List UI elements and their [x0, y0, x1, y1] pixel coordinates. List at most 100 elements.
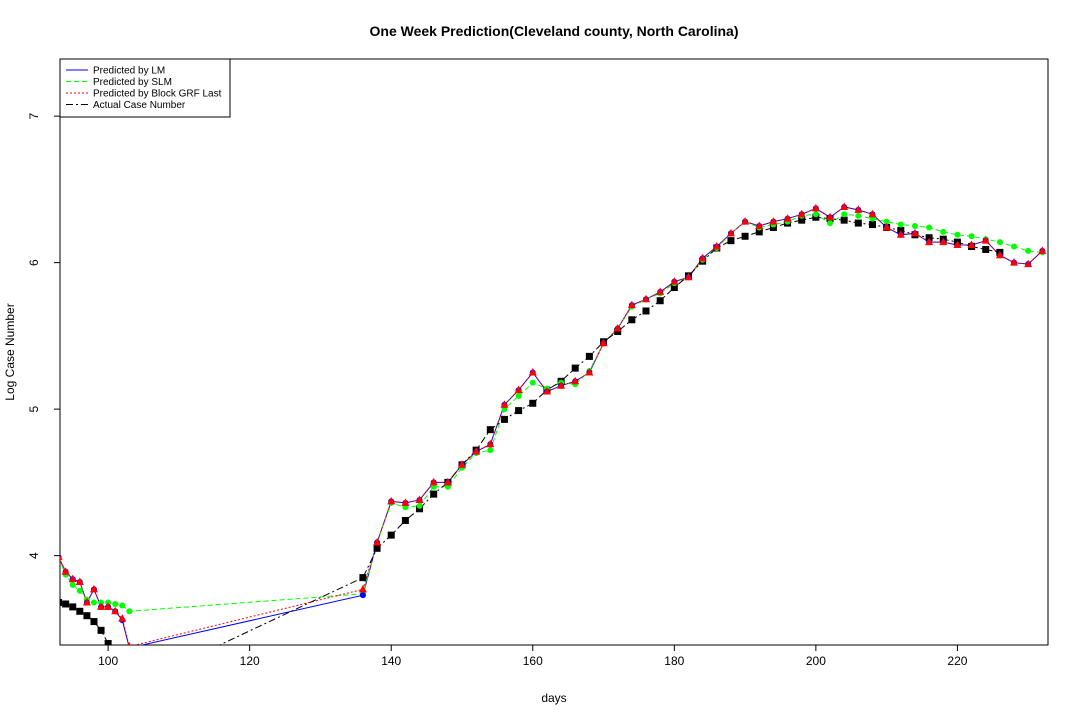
point-marker: [954, 231, 961, 238]
point-marker: [854, 205, 863, 213]
point-marker: [89, 584, 98, 593]
point-marker: [126, 608, 133, 615]
point-marker: [359, 592, 366, 599]
point-marker: [868, 221, 876, 229]
point-marker: [60, 599, 63, 607]
point-marker: [401, 516, 409, 524]
point-marker: [61, 567, 70, 575]
point-marker: [996, 239, 1003, 246]
point-marker: [995, 250, 1004, 259]
point-marker: [670, 277, 679, 285]
point-marker: [967, 240, 976, 249]
legend-label: Predicted by LM: [93, 66, 165, 77]
point-marker: [104, 640, 112, 645]
legend-label: Predicted by Block GRF Last: [93, 89, 222, 100]
point-marker: [1025, 247, 1032, 254]
point-marker: [472, 447, 481, 455]
point-marker: [528, 368, 537, 376]
point-marker: [529, 399, 537, 407]
point-marker: [854, 219, 862, 227]
point-marker: [855, 212, 862, 219]
point-marker: [982, 245, 990, 253]
point-marker: [882, 222, 891, 231]
point-marker: [82, 598, 91, 606]
legend-label: Predicted by SLM: [93, 77, 172, 88]
x-tick-label: 140: [381, 654, 401, 668]
point-marker: [69, 581, 76, 588]
point-marker: [373, 537, 382, 546]
point-marker: [811, 203, 820, 212]
legend-label: Actual Case Number: [93, 100, 186, 111]
point-marker: [76, 607, 84, 615]
point-marker: [83, 612, 91, 620]
point-marker: [416, 502, 423, 509]
point-marker: [599, 338, 608, 347]
point-marker: [90, 618, 98, 626]
y-tick-label: 4: [27, 552, 41, 559]
point-marker: [656, 287, 665, 295]
point-marker: [968, 233, 975, 240]
point-marker: [457, 460, 466, 468]
point-marker: [387, 496, 396, 505]
y-tick-label: 7: [27, 112, 41, 119]
point-marker: [897, 221, 904, 228]
point-marker: [841, 211, 848, 218]
point-marker: [571, 364, 579, 372]
point-marker: [712, 242, 721, 250]
point-marker: [359, 574, 367, 582]
x-axis-label: days: [541, 691, 566, 705]
point-marker: [939, 237, 948, 246]
point-marker: [68, 574, 77, 583]
point-marker: [69, 603, 77, 611]
point-marker: [542, 387, 551, 395]
point-marker: [127, 641, 131, 645]
point-marker: [90, 599, 97, 606]
point-marker: [656, 297, 664, 305]
point-marker: [486, 426, 494, 434]
plot-area: [60, 202, 1047, 645]
legend-box: [59, 58, 231, 118]
y-tick-label: 6: [27, 259, 41, 266]
point-marker: [798, 216, 806, 224]
point-marker: [926, 224, 933, 231]
point-marker: [840, 202, 849, 210]
point-marker: [883, 218, 890, 225]
point-marker: [925, 237, 934, 246]
point-marker: [826, 212, 835, 221]
point-marker: [118, 614, 127, 622]
point-marker: [812, 211, 819, 218]
y-tick-label: 5: [27, 405, 41, 412]
point-marker: [585, 352, 593, 360]
point-marker: [415, 495, 424, 503]
x-tick-label: 120: [240, 654, 260, 668]
point-marker: [429, 477, 438, 486]
point-marker: [727, 237, 735, 245]
point-marker: [401, 498, 410, 506]
point-marker: [783, 214, 792, 222]
point-marker: [529, 379, 536, 386]
point-marker: [514, 385, 523, 394]
x-tick-label: 160: [523, 654, 543, 668]
point-marker: [515, 392, 522, 399]
point-marker: [1011, 243, 1018, 250]
point-marker: [741, 217, 750, 225]
point-marker: [1038, 246, 1047, 254]
point-marker: [827, 220, 834, 227]
point-marker: [430, 490, 438, 498]
point-marker: [642, 307, 650, 315]
point-marker: [981, 236, 990, 244]
point-marker: [684, 272, 693, 281]
x-tick-label: 220: [947, 654, 967, 668]
x-tick-label: 200: [806, 654, 826, 668]
point-marker: [642, 294, 651, 303]
point-marker: [97, 626, 105, 634]
point-marker: [112, 600, 119, 607]
point-marker: [840, 216, 848, 224]
point-marker: [911, 223, 918, 230]
plot-frame: [59, 58, 1049, 646]
point-marker: [75, 577, 84, 586]
point-marker: [797, 209, 806, 218]
